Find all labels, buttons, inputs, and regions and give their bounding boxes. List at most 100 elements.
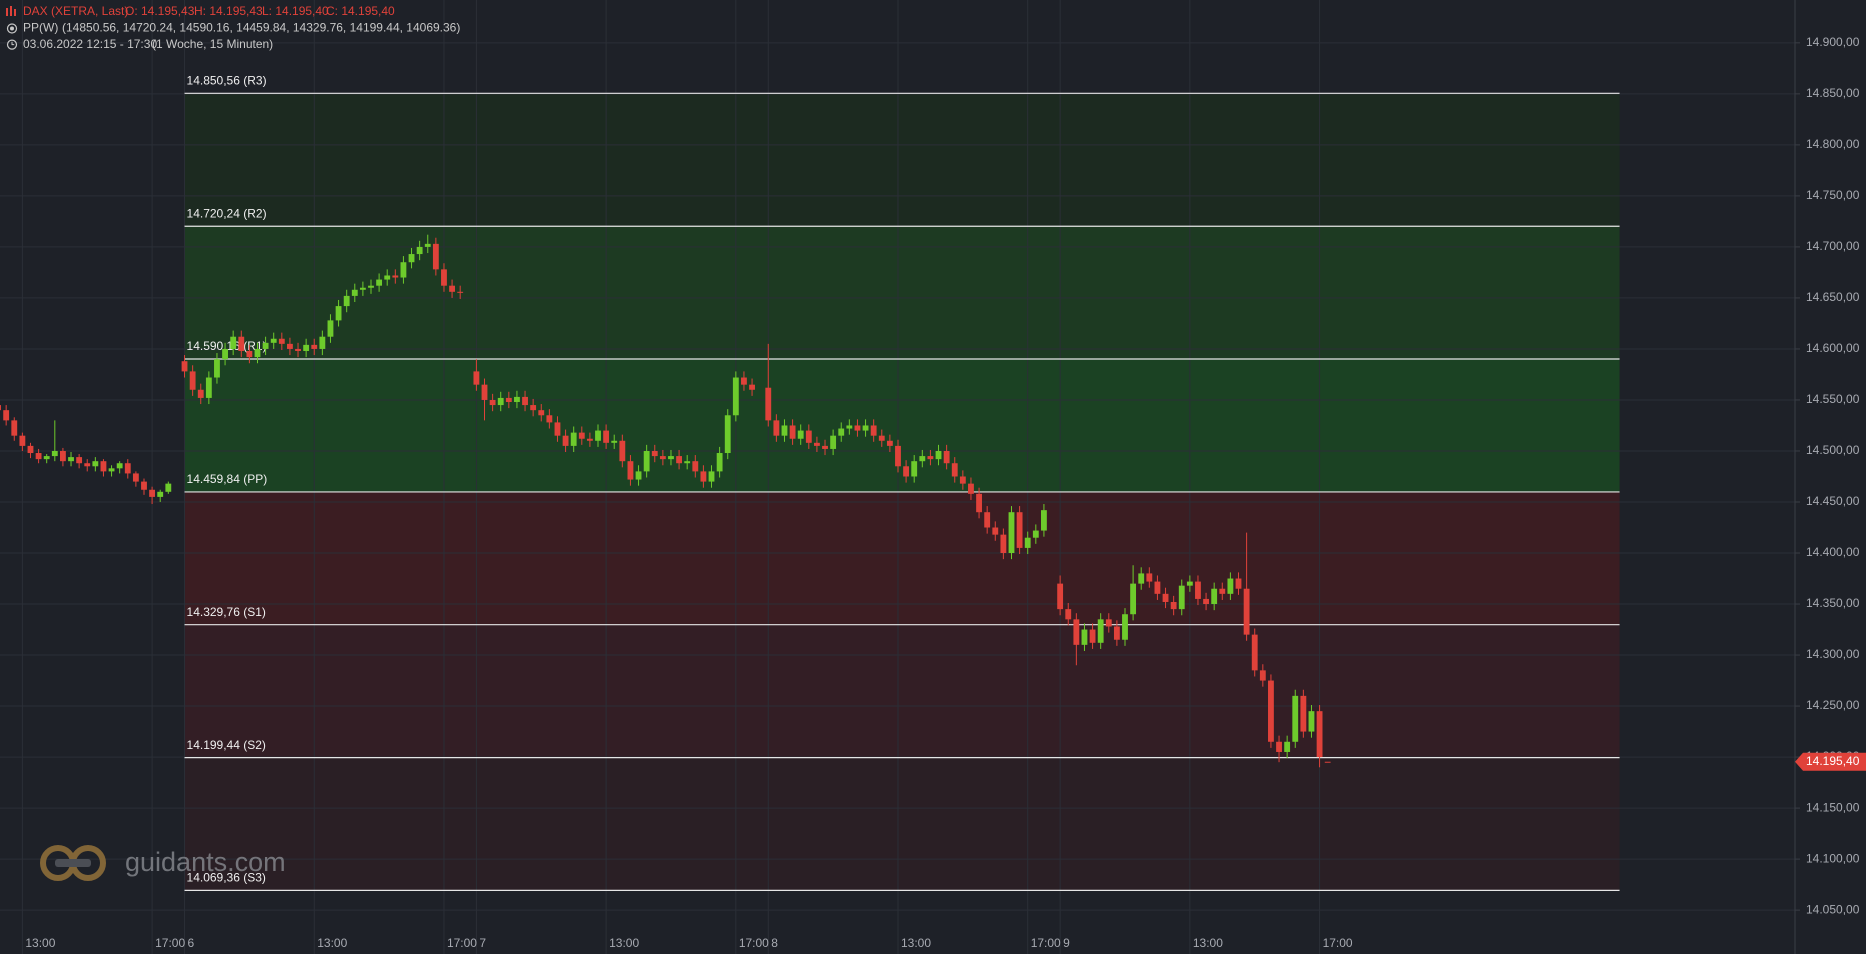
y-tick-label: 14.500,00 xyxy=(1806,443,1860,457)
ohlc-high: H: 14.195,43 xyxy=(194,4,263,18)
ohlc-low: L: 14.195,40 xyxy=(262,4,329,18)
x-tick-label: 6 xyxy=(188,936,195,950)
y-tick-label: 14.800,00 xyxy=(1806,137,1860,151)
candle-body xyxy=(1211,588,1218,605)
y-tick-label: 14.100,00 xyxy=(1806,851,1860,865)
indicator-name: PP(W) xyxy=(23,21,58,35)
candle-body xyxy=(181,361,188,372)
candle-body xyxy=(1016,512,1023,548)
x-tick-label: 13:00 xyxy=(1193,936,1223,950)
candle-body xyxy=(400,262,407,278)
candle-body xyxy=(684,461,691,464)
x-tick-label: 13:00 xyxy=(609,936,639,950)
candle-body xyxy=(19,435,26,446)
y-tick-label: 14.650,00 xyxy=(1806,290,1860,304)
candle-body xyxy=(319,336,326,349)
candle-body xyxy=(327,320,334,337)
candle-body xyxy=(416,246,423,255)
candle-body xyxy=(205,377,212,398)
candle-body xyxy=(295,348,301,351)
candle-body xyxy=(149,489,156,497)
pivot-zone xyxy=(184,757,1620,891)
candle-body xyxy=(303,344,310,351)
candle-body xyxy=(1284,741,1291,752)
candle-body xyxy=(311,344,318,349)
candle-body xyxy=(903,466,910,477)
pivot-zones xyxy=(184,93,1620,891)
indicator-icon-dot xyxy=(10,26,14,31)
candle-body xyxy=(1089,629,1096,643)
candle-body xyxy=(132,473,139,482)
candle-body xyxy=(935,450,942,460)
candle-body xyxy=(368,285,374,288)
candle-body xyxy=(911,461,918,477)
candle-body xyxy=(1203,598,1209,605)
candle-body xyxy=(1097,619,1104,643)
interval: (1 Woche, 15 Minuten) xyxy=(152,37,273,51)
ohlc-open: O: 14.195,43 xyxy=(125,4,195,18)
x-tick-label: 7 xyxy=(479,936,486,950)
y-tick-label: 14.750,00 xyxy=(1806,188,1860,202)
candle-body xyxy=(1138,573,1145,584)
candle-body xyxy=(530,405,537,411)
y-tick-label: 14.300,00 xyxy=(1806,647,1860,661)
logo-bar xyxy=(55,859,91,867)
pivot-label: 14.720,24 (R2) xyxy=(187,206,267,220)
candle-body xyxy=(1057,583,1064,610)
x-tick-label: 13:00 xyxy=(25,936,55,950)
candle-body xyxy=(595,430,601,441)
pivot-zone xyxy=(184,226,1620,359)
candle-body xyxy=(976,493,982,513)
clock-hands xyxy=(11,41,15,46)
candle-body xyxy=(854,425,861,431)
candle-body xyxy=(92,461,99,467)
time-range: 03.06.2022 12:15 - 17:30 xyxy=(23,37,157,51)
candle-body xyxy=(116,463,123,469)
candle-body xyxy=(968,483,974,494)
candle-body xyxy=(627,461,634,480)
pivot-label: 14.069,36 (S3) xyxy=(187,871,266,885)
candle-body xyxy=(457,291,464,293)
candle-body xyxy=(124,463,131,474)
candle-body xyxy=(278,338,285,344)
candle-body xyxy=(35,453,42,460)
x-tick-label: 9 xyxy=(1063,936,1070,950)
candle-body xyxy=(805,430,812,443)
candle-body xyxy=(1122,614,1128,640)
candle-body xyxy=(1259,670,1266,681)
candle-body xyxy=(724,415,731,454)
candle-body xyxy=(570,432,577,446)
y-tick-label: 14.050,00 xyxy=(1806,902,1860,916)
candle-body xyxy=(1186,581,1193,586)
candle-body xyxy=(992,527,999,535)
candle-body xyxy=(222,348,228,360)
watermark-text: guidants.com xyxy=(125,847,286,877)
candle-body xyxy=(846,425,853,429)
y-tick-label: 14.850,00 xyxy=(1806,86,1860,100)
y-tick-label: 14.250,00 xyxy=(1806,698,1860,712)
candle-body xyxy=(692,461,699,472)
y-tick-label: 14.700,00 xyxy=(1806,239,1860,253)
candle-body xyxy=(59,450,66,462)
candle-body xyxy=(0,405,1,411)
candle-body xyxy=(1276,741,1282,752)
ohlc-close: C: 14.195,40 xyxy=(326,4,395,18)
candle-body xyxy=(603,430,610,443)
candle-body xyxy=(838,428,845,436)
y-tick-label: 14.550,00 xyxy=(1806,392,1860,406)
indicator-values: (14850.56, 14720.24, 14590.16, 14459.84,… xyxy=(62,21,460,35)
pivot-label: 14.329,76 (S1) xyxy=(187,605,266,619)
pivot-zone xyxy=(184,491,1620,625)
candle-body xyxy=(959,476,966,484)
candle-body xyxy=(716,453,723,472)
candle-body xyxy=(984,512,991,528)
candle-body xyxy=(270,338,277,343)
candle-body xyxy=(1162,593,1169,602)
candle-body xyxy=(643,450,650,472)
candle-body xyxy=(1178,585,1185,610)
candle-body xyxy=(619,440,626,462)
pivot-label: 14.590,16 (R1) xyxy=(187,339,267,353)
x-tick-label: 17:00 xyxy=(1323,936,1353,950)
candle-body xyxy=(1170,601,1177,610)
